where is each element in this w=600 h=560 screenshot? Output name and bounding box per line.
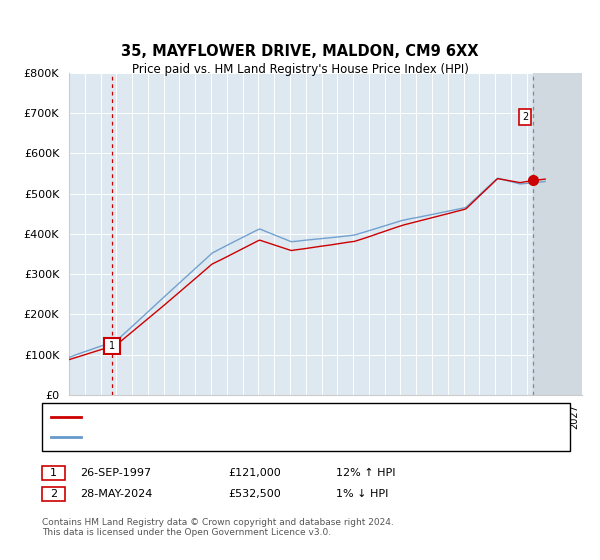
Text: 35, MAYFLOWER DRIVE, MALDON, CM9 6XX (detached house): 35, MAYFLOWER DRIVE, MALDON, CM9 6XX (de… <box>87 412 407 422</box>
Text: 2: 2 <box>50 489 57 499</box>
Text: 1: 1 <box>50 468 57 478</box>
Text: 26-SEP-1997: 26-SEP-1997 <box>80 468 151 478</box>
Text: 2: 2 <box>522 112 529 122</box>
Text: 28-MAY-2024: 28-MAY-2024 <box>80 489 152 499</box>
Bar <box>533 73 582 395</box>
Text: 1% ↓ HPI: 1% ↓ HPI <box>336 489 388 499</box>
Text: 12% ↑ HPI: 12% ↑ HPI <box>336 468 395 478</box>
Text: £532,500: £532,500 <box>228 489 281 499</box>
Text: Contains HM Land Registry data © Crown copyright and database right 2024.
This d: Contains HM Land Registry data © Crown c… <box>42 518 394 538</box>
Text: HPI: Average price, detached house, Maldon: HPI: Average price, detached house, Mald… <box>87 432 318 442</box>
Text: 35, MAYFLOWER DRIVE, MALDON, CM9 6XX: 35, MAYFLOWER DRIVE, MALDON, CM9 6XX <box>121 44 479 59</box>
Text: £121,000: £121,000 <box>228 468 281 478</box>
Text: Price paid vs. HM Land Registry's House Price Index (HPI): Price paid vs. HM Land Registry's House … <box>131 63 469 76</box>
Bar <box>533 73 582 395</box>
Text: 1: 1 <box>109 341 115 351</box>
